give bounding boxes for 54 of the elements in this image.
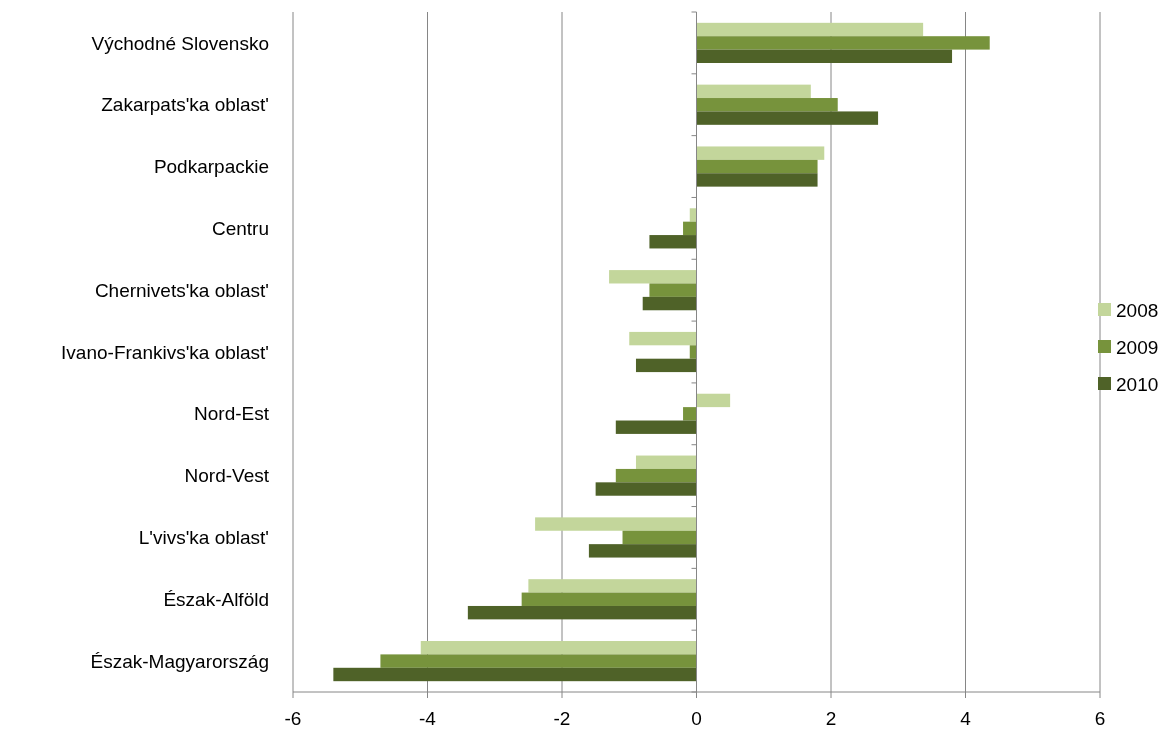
y-tick-label: Ivano-Frankivs'ka oblast' [61,341,269,363]
bar [420,641,697,655]
y-tick-label: Észak-Alföld [163,588,269,610]
bar [696,146,825,160]
y-tick-label: Nord-Vest [184,465,270,487]
bar [696,393,731,408]
bar [380,654,697,668]
y-tick-label: Centru [211,218,269,240]
bar [333,667,697,682]
y-tick-label: L'vivs'ka oblast' [138,527,269,549]
bar [683,407,697,421]
bar [521,592,697,606]
bar [467,605,697,620]
bar [642,296,697,311]
y-tick-label: Nord-Est [194,403,270,425]
x-tick-label: -2 [553,708,571,729]
bar [622,530,697,545]
bar [689,345,697,359]
bar [683,221,697,236]
bar [696,159,818,174]
bar [696,98,838,112]
legend-label: 2010 [1116,373,1159,395]
bar [535,517,697,531]
bar [588,544,697,558]
bar [696,36,990,50]
x-tick-label: 4 [960,708,972,729]
bar [635,358,697,373]
x-tick-label: 6 [1094,708,1106,729]
bar [696,111,879,125]
bar [615,420,697,434]
x-tick-label: 0 [691,708,702,729]
y-tick-label: Észak-Magyarország [90,650,269,672]
bar [696,49,953,63]
bar [689,208,697,222]
x-tick-label: -6 [284,708,302,729]
y-tick-label: Východné Slovensko [91,32,269,54]
y-tick-label: Chernivets'ka oblast' [94,279,269,301]
bar [649,283,697,297]
bar [615,468,697,483]
y-tick-label: Podkarpackie [153,156,269,178]
bar [635,455,697,469]
bar [595,482,697,496]
x-tick-label: 2 [825,708,837,729]
y-tick-label: Zakarpats'ka oblast' [101,94,269,116]
x-tick-label: -4 [419,708,437,729]
bar [528,579,697,593]
bar [696,84,811,99]
bar [629,331,697,346]
legend-label: 2008 [1116,299,1159,321]
legend-label: 2009 [1116,336,1159,358]
bar [696,22,924,37]
bar [649,235,697,249]
bar [696,173,818,187]
bar [609,270,697,284]
